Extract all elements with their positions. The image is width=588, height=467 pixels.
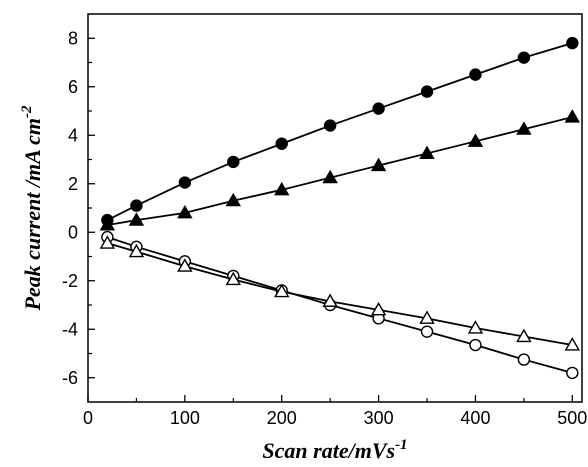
series-0-point-1 (130, 199, 143, 212)
series-3 (99, 235, 581, 351)
series-1-point-4 (274, 181, 290, 196)
series-0-point-9 (517, 51, 531, 64)
series-0-point-6 (372, 102, 385, 115)
series-1-line (107, 116, 573, 226)
x-tick-label-500: 500 (557, 408, 587, 428)
series-3-point-9 (516, 328, 532, 343)
series-0-point-2 (178, 176, 192, 189)
x-tick-label-400: 400 (460, 408, 490, 428)
y-axis-title-sup: -2 (19, 105, 35, 118)
series-0-line (106, 42, 573, 221)
series-3-point-3 (225, 271, 242, 286)
series-0-point-8 (469, 68, 482, 81)
x-axis: 0 100 200 300 400 500 (83, 395, 587, 428)
x-axis-title-text: Scan rate/mVs (262, 438, 395, 463)
y-tick-label-2: 2 (68, 174, 78, 194)
series-1-point-5 (322, 169, 338, 184)
series-layer (99, 36, 581, 380)
y-axis-title-text: Peak current /mA cm (20, 118, 45, 312)
series-1-point-9 (516, 121, 532, 135)
series-1-point-10 (564, 109, 581, 123)
series-1-point-3 (225, 192, 242, 207)
series-2-point-8 (469, 338, 482, 352)
y-axis: -6 -4 -2 0 2 4 6 8 (62, 28, 95, 388)
series-3-point-4 (274, 283, 290, 298)
x-tick-label-200: 200 (267, 408, 297, 428)
y-tick-label-4: 4 (68, 125, 78, 145)
x-axis-title: Scan rate/mVs-1 (262, 437, 407, 463)
series-1-point-0 (99, 217, 116, 231)
series-2-point-9 (517, 353, 531, 366)
y-tick-label-8: 8 (68, 28, 78, 48)
series-3-point-2 (177, 258, 193, 272)
y-tick-label--2: -2 (62, 271, 78, 291)
plot-frame (87, 13, 583, 403)
series-2-point-10 (566, 366, 579, 380)
series-1 (99, 109, 581, 231)
series-0-point-4 (275, 137, 288, 150)
x-axis-title-sup: -1 (395, 437, 408, 453)
series-1-point-2 (177, 204, 193, 219)
series-1-point-1 (128, 212, 145, 226)
series-2 (101, 230, 579, 380)
series-1-point-8 (467, 133, 484, 147)
series-0-point-7 (420, 85, 434, 98)
series-1-point-6 (370, 157, 387, 172)
series-3-point-6 (370, 301, 387, 316)
series-1-point-7 (419, 145, 435, 160)
series-3-point-7 (419, 310, 435, 324)
series-3-point-0 (99, 235, 116, 249)
series-3-point-5 (322, 293, 338, 307)
series-0-point-10 (566, 36, 579, 50)
series-3-point-10 (564, 337, 581, 351)
series-3-point-8 (467, 320, 484, 334)
y-tick-label-6: 6 (68, 77, 78, 97)
x-tick-label-0: 0 (83, 408, 93, 428)
series-2-point-7 (420, 325, 434, 338)
y-tick-label-0: 0 (68, 222, 78, 242)
y-tick-label--6: -6 (62, 368, 78, 388)
series-0 (101, 36, 579, 227)
y-axis-title: Peak current /mA cm-2 (19, 105, 45, 311)
x-tick-label-300: 300 (364, 408, 394, 428)
y-tick-label--4: -4 (62, 319, 78, 339)
x-tick-label-100: 100 (170, 408, 200, 428)
series-3-point-1 (128, 243, 145, 258)
series-2-line (107, 236, 573, 374)
series-0-point-3 (227, 155, 240, 169)
series-0-point-5 (323, 119, 337, 132)
